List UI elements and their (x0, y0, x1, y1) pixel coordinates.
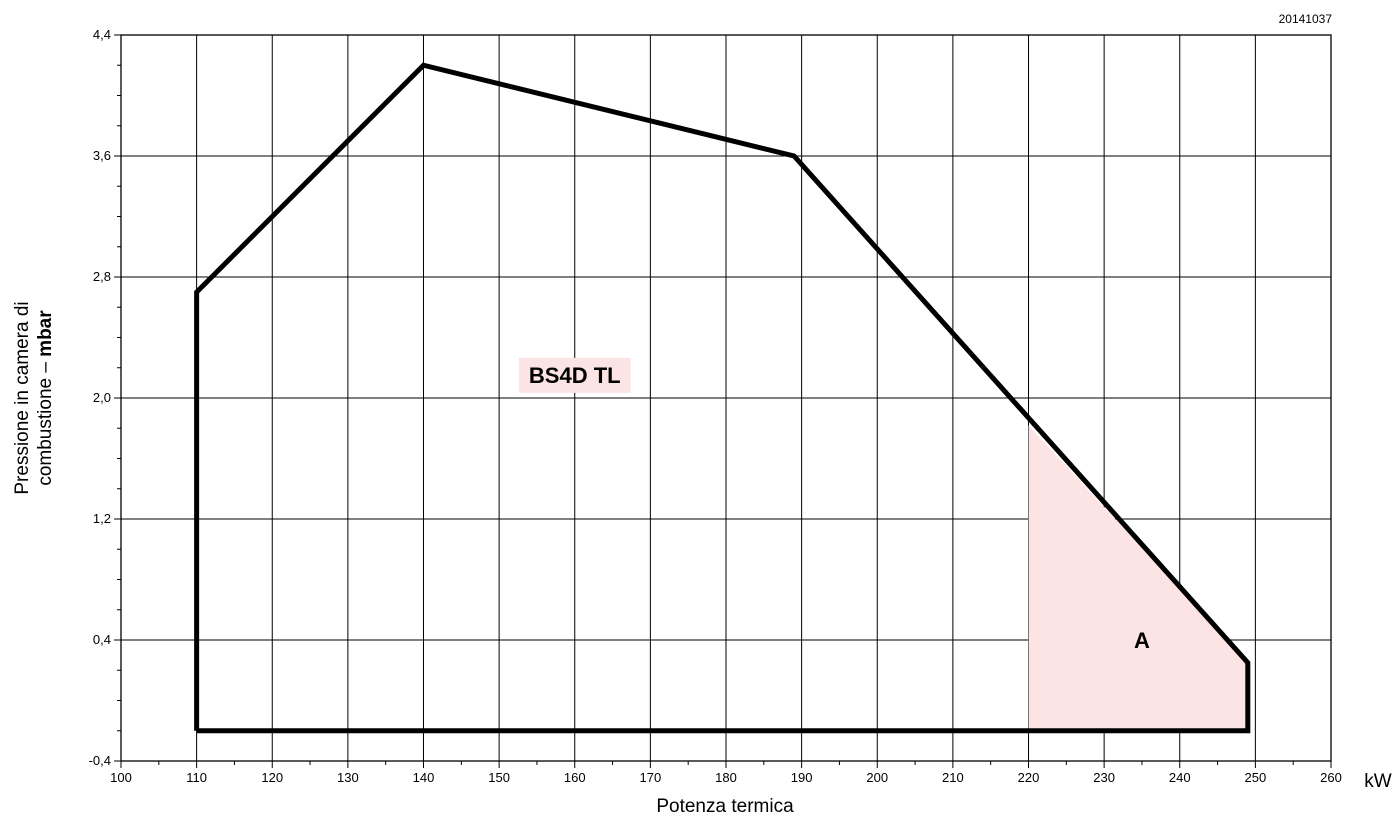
x-tick-label: 110 (186, 770, 207, 785)
x-tick-label: 140 (413, 770, 435, 785)
region-layer (1028, 425, 1248, 731)
y-tick-label: 0,4 (93, 632, 111, 647)
x-axis-unit: kW (1364, 771, 1392, 792)
y-tick-label: 3,6 (93, 148, 111, 163)
x-tick-label: 170 (640, 770, 662, 785)
y-axis-title-prefix: combustione – (35, 357, 56, 486)
y-tick-label: -0,4 (89, 753, 111, 768)
x-tick-label: 200 (866, 770, 888, 785)
region-a-label: A (1134, 628, 1150, 653)
x-tick-label: 210 (942, 770, 964, 785)
x-tick-label: 150 (488, 770, 510, 785)
plot-frame (120, 34, 1332, 762)
series-layer (194, 62, 1251, 734)
x-tick-label: 190 (791, 770, 813, 785)
x-tick-label: 220 (1018, 770, 1040, 785)
y-axis-title-line2: combustione – mbar (35, 310, 56, 486)
y-axis-title-group: Pressione in camera di combustione – mba… (12, 301, 56, 494)
x-tick-label: 260 (1320, 770, 1342, 785)
x-tick-label: 180 (715, 770, 737, 785)
x-tick-label: 240 (1169, 770, 1191, 785)
y-tick-label: 2,8 (93, 269, 111, 284)
y-axis-unit: mbar (35, 310, 56, 357)
x-tick-label: 230 (1093, 770, 1115, 785)
drawing-code: 20141037 (1279, 12, 1333, 26)
working-field-envelope (194, 62, 1251, 734)
y-tick-label: 4,4 (93, 27, 111, 42)
frame-layer (114, 34, 1332, 768)
y-tick-label: 1,2 (93, 511, 111, 526)
region-a-area (1028, 425, 1248, 731)
model-label: BS4D TL (529, 363, 621, 388)
x-tick-label: 100 (110, 770, 132, 785)
tick-label-layer: 100 110 120 130 140 150 160 170 180 190 200 210 220 2… (89, 27, 1342, 785)
model-label-background (518, 357, 631, 393)
x-axis-title: Potenza termica (656, 796, 794, 817)
x-tick-label: 120 (261, 770, 283, 785)
y-axis-title-line1: Pressione in camera di (12, 301, 33, 494)
x-tick-label: 160 (564, 770, 586, 785)
y-tick-label: 2,0 (93, 390, 111, 405)
x-tick-label: 250 (1245, 770, 1267, 785)
x-tick-label: 130 (337, 770, 359, 785)
